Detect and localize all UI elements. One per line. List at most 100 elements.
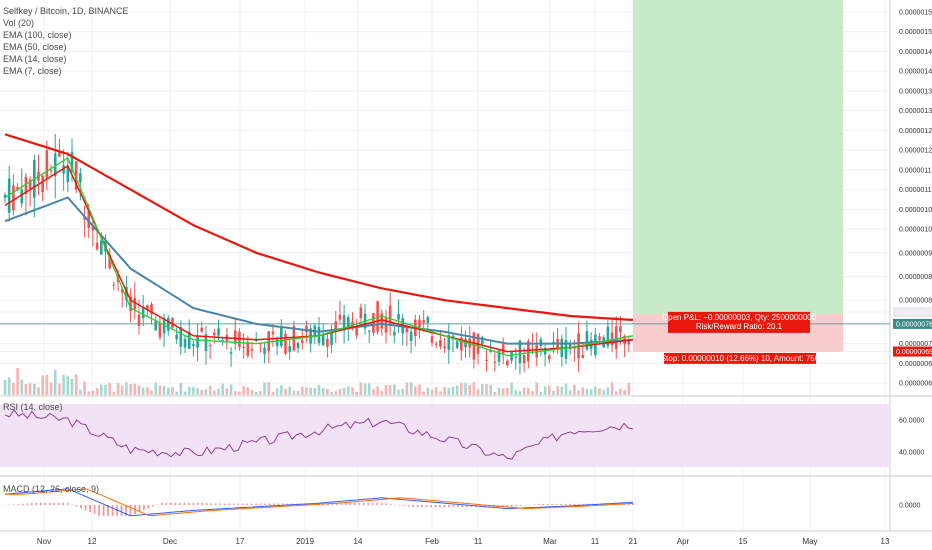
candle-body[interactable] [99,240,103,255]
candle-body[interactable] [489,350,492,353]
candle-body[interactable] [280,327,283,346]
candle-body[interactable] [568,343,572,350]
candle-body[interactable] [300,340,304,343]
candle-body[interactable] [271,331,275,335]
candle-body[interactable] [388,305,392,326]
indicator-ema50[interactable]: EMA (50, close) [3,42,67,52]
candle-body[interactable] [233,330,237,344]
candle-body[interactable] [472,332,476,360]
candle-body[interactable] [12,185,15,211]
candle-body[interactable] [179,326,183,347]
candle-body[interactable] [418,319,421,327]
candle-body[interactable] [581,355,585,359]
symbol-title[interactable]: Selfkey / Bitcoin, 1D, BINANCE [3,6,129,16]
indicator-ema100[interactable]: EMA (100, close) [3,30,72,40]
candle-body[interactable] [547,355,551,360]
candle-body[interactable] [24,176,28,194]
stop-box[interactable] [664,352,816,364]
candle-body[interactable] [267,331,271,352]
indicator-ema14[interactable]: EMA (14, close) [3,54,67,64]
candle-body[interactable] [430,336,434,343]
candle-body[interactable] [141,307,145,319]
candle-body[interactable] [91,225,95,231]
candle-body[interactable] [493,361,497,363]
profit-zone[interactable] [633,0,843,314]
candle-body[interactable] [447,335,451,351]
candle-body[interactable] [162,318,166,334]
candle-body[interactable] [380,313,384,329]
candle-body[interactable] [213,332,216,336]
candle-body[interactable] [455,341,459,348]
candle-body[interactable] [522,355,526,364]
indicator-ema7[interactable]: EMA (7, close) [3,66,62,76]
candle-body[interactable] [171,318,174,328]
candle-body[interactable] [158,322,162,338]
candle-body[interactable] [330,331,333,345]
candle-body[interactable] [464,338,467,348]
candle-body[interactable] [246,342,250,356]
candle-body[interactable] [405,328,409,333]
candle-body[interactable] [146,305,149,311]
candle-body[interactable] [393,331,396,336]
candle-body[interactable] [263,347,266,354]
candle-body[interactable] [359,307,363,319]
candle-body[interactable] [434,343,438,345]
candle-body[interactable] [409,331,413,341]
candle-body[interactable] [112,284,116,286]
candle-body[interactable] [70,152,74,172]
candle-body[interactable] [16,186,19,191]
candle-body[interactable] [150,304,153,315]
candle-body[interactable] [284,333,287,354]
candle-body[interactable] [175,334,178,340]
candle-body[interactable] [614,326,618,350]
candle-body[interactable] [439,339,442,347]
candle-body[interactable] [539,339,543,347]
candle-body[interactable] [288,346,291,352]
candle-body[interactable] [355,326,358,336]
rsi-pane[interactable] [0,404,890,467]
candle-body[interactable] [108,254,111,269]
candle-body[interactable] [292,326,296,351]
candle-body[interactable] [514,356,518,358]
candle-body[interactable] [196,336,199,348]
candle-body[interactable] [28,179,32,190]
candle-body[interactable] [79,173,82,183]
macd-pane[interactable] [4,488,634,517]
candle-body[interactable] [627,340,631,345]
candle-body[interactable] [468,338,472,348]
macd-label[interactable]: MACD (12, 26, close, 9) [3,484,100,494]
candle-body[interactable] [3,194,7,198]
candle-body[interactable] [74,161,78,190]
candle-body[interactable] [275,337,279,347]
indicator-vol[interactable]: Vol (20) [3,18,35,28]
candle-body[interactable] [217,328,220,336]
candle-body[interactable] [125,286,128,301]
candle-body[interactable] [166,317,170,331]
candlesticks[interactable] [3,133,631,375]
candle-body[interactable] [41,175,44,193]
candle-body[interactable] [20,189,24,204]
open-pl-box[interactable] [668,311,810,333]
candle-body[interactable] [133,297,137,310]
candle-body[interactable] [460,337,463,351]
candle-body[interactable] [372,313,375,333]
candle-body[interactable] [242,347,245,349]
position-labels[interactable]: Open P&L: −0.00000003, Qty: 2500000000Ri… [661,311,820,364]
candle-body[interactable] [347,317,350,330]
candle-body[interactable] [120,289,124,293]
candle-body[interactable] [129,296,132,312]
candle-body[interactable] [326,338,329,348]
candle-body[interactable] [187,331,191,349]
candle-body[interactable] [443,346,446,349]
candle-body[interactable] [62,165,65,174]
candle-body[interactable] [200,327,204,332]
candle-body[interactable] [497,350,501,362]
candle-body[interactable] [585,331,589,350]
candle-body[interactable] [501,344,505,354]
candle-body[interactable] [376,301,379,332]
candle-body[interactable] [338,314,342,320]
candle-body[interactable] [317,326,321,344]
candle-body[interactable] [7,178,11,213]
candle-body[interactable] [66,165,70,182]
